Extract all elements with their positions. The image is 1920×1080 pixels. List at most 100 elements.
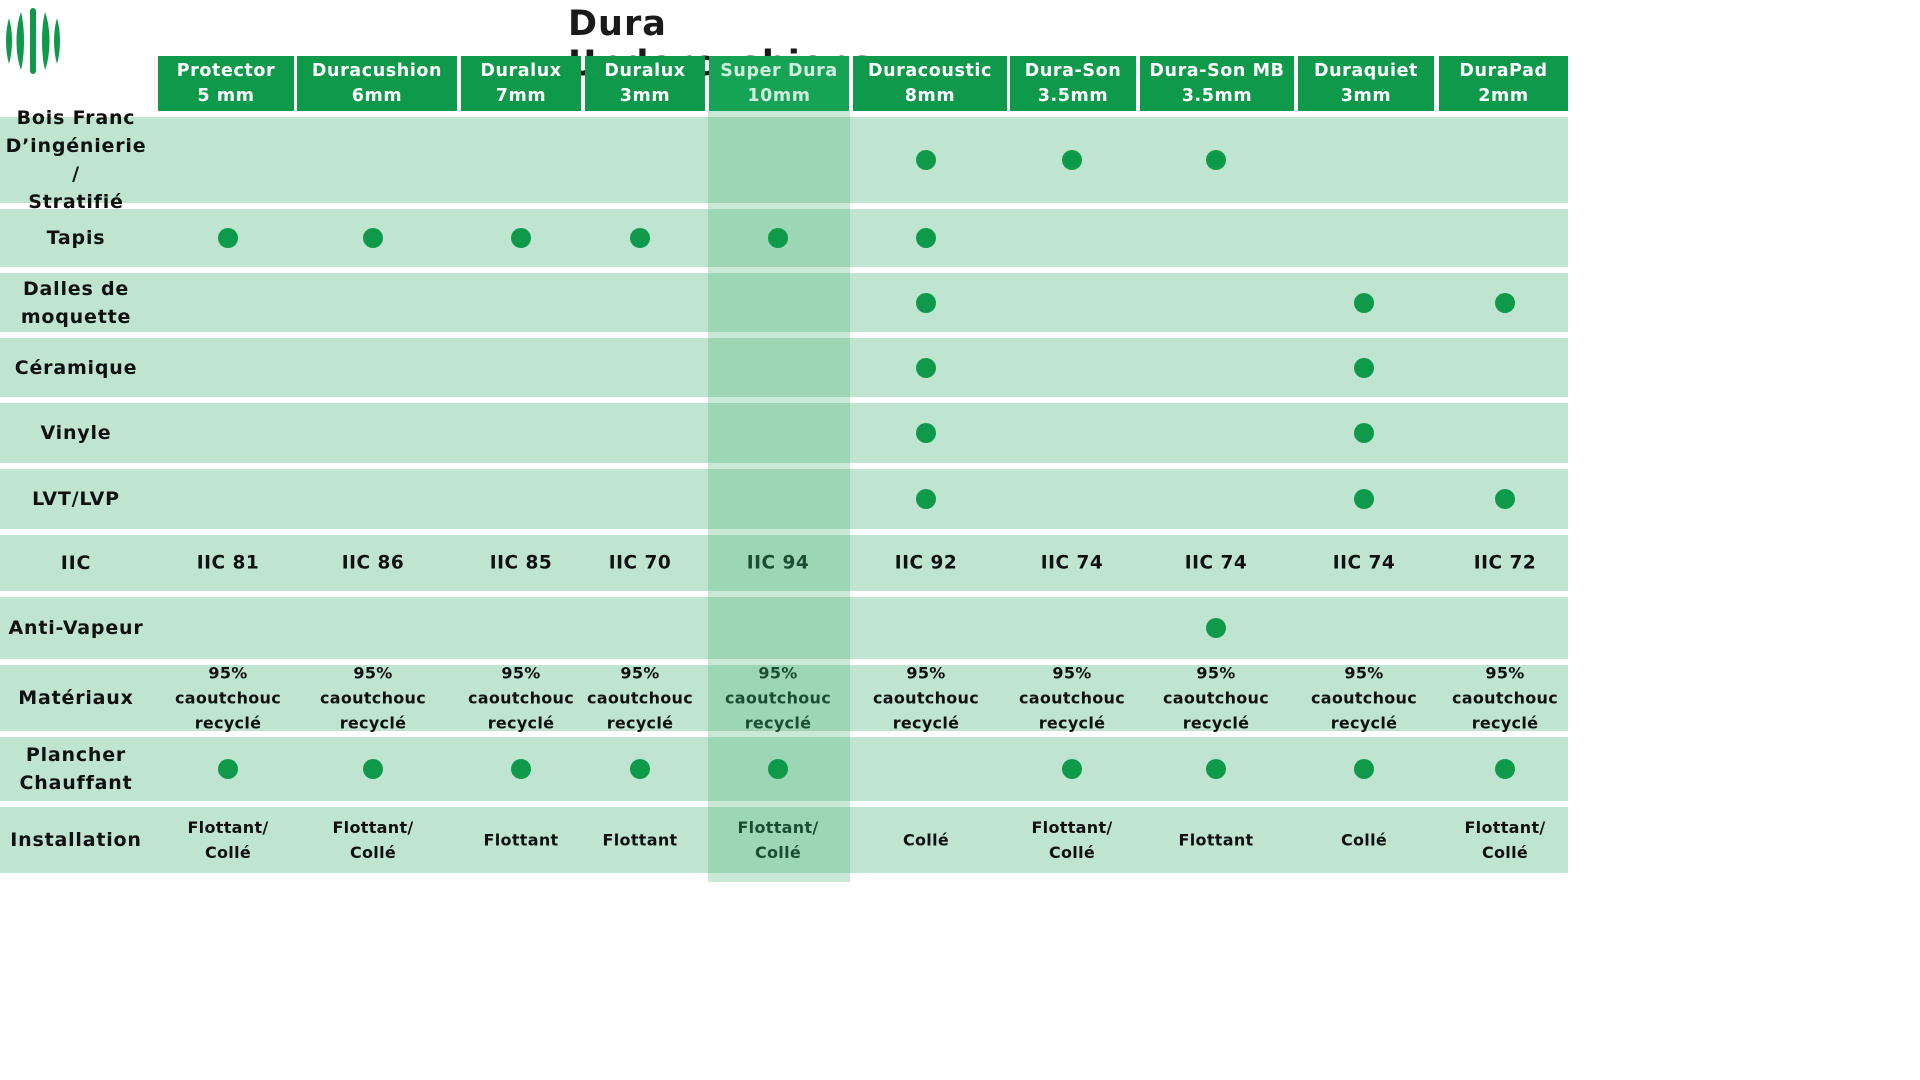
product-column-header: Duracushion 6mm — [297, 56, 457, 111]
checkmark-dot-icon — [768, 759, 788, 779]
cell-line: recyclé — [1471, 713, 1539, 733]
table-row — [0, 273, 1568, 332]
table-cell: Flottant/Collé — [332, 815, 413, 865]
checkmark-dot-icon — [1354, 423, 1374, 443]
checkmark-dot-icon — [916, 292, 936, 313]
cell-line: Flottant — [1178, 830, 1254, 850]
product-name: Duracoustic — [867, 60, 993, 81]
cell-line: Flottant/ — [332, 818, 414, 837]
table-row — [0, 665, 1568, 731]
table-cell: Collé — [1341, 828, 1387, 853]
cell-line: 95% — [758, 663, 798, 683]
cell-line: Collé — [754, 843, 802, 862]
row-label: Céramique — [0, 338, 152, 397]
row-label: Installation — [0, 807, 152, 873]
cell-line: caoutchouc — [724, 688, 832, 708]
row-label-line: Matériaux — [18, 687, 134, 709]
checkmark-dot-icon — [218, 228, 238, 248]
row-label-line: IIC — [60, 552, 92, 574]
product-thickness: 3mm — [619, 85, 671, 106]
row-label-line: Installation — [10, 829, 142, 851]
checkmark-dot-icon — [1495, 292, 1515, 313]
cell-line: recyclé — [487, 713, 555, 733]
checkmark-dot-icon — [768, 228, 788, 248]
row-label: Bois Franc D’ingénierie / Stratifié — [0, 107, 152, 213]
product-name: Dura-Son — [1024, 60, 1122, 81]
cell-line: caoutchouc — [319, 688, 427, 708]
row-label: Plancher Chauffant — [0, 737, 152, 801]
product-thickness: 7mm — [495, 85, 547, 106]
cell-line: 95% — [906, 663, 946, 683]
checkmark-dot-icon — [1062, 150, 1082, 170]
product-column-header: Super Dura 10mm — [709, 56, 849, 111]
cell-line: Collé — [349, 843, 397, 862]
cell-line: Flottant — [602, 830, 678, 850]
checkmark-dot-icon — [916, 150, 936, 170]
checkmark-dot-icon — [1354, 292, 1374, 313]
product-thickness: 3.5mm — [1181, 85, 1253, 106]
row-label-line: Chauffant — [19, 772, 133, 794]
table-cell: Collé — [903, 828, 949, 853]
cell-line: 95% — [1052, 663, 1092, 683]
cell-line: caoutchouc — [1162, 688, 1270, 708]
row-label: Vinyle — [0, 403, 152, 463]
table-row — [0, 597, 1568, 659]
checkmark-dot-icon — [218, 759, 238, 779]
table-row — [0, 535, 1568, 591]
iic-value: IIC 74 — [1184, 552, 1248, 574]
table-row — [0, 117, 1568, 203]
iic-value: IIC 92 — [894, 552, 958, 574]
checkmark-dot-icon — [363, 759, 383, 779]
iic-value: IIC 74 — [1332, 552, 1396, 574]
table-cell: 95% caoutchouc recyclé — [1452, 661, 1558, 736]
product-thickness: 10mm — [747, 85, 811, 106]
table-cell: 95% caoutchouc recyclé — [175, 661, 281, 736]
table-cell: Flottant/Collé — [187, 815, 268, 865]
cell-line: 95% — [1485, 663, 1525, 683]
iic-value: IIC 94 — [746, 552, 810, 574]
table-cell: 95% caoutchouc recyclé — [725, 661, 831, 736]
product-name: Duracushion — [311, 60, 443, 81]
row-label-line: Céramique — [14, 356, 138, 379]
iic-value: IIC 74 — [1040, 552, 1104, 574]
table-row — [0, 403, 1568, 463]
cell-line: 95% — [353, 663, 393, 683]
product-name: Dura-Son MB — [1149, 60, 1285, 81]
product-column-header: Duracoustic 8mm — [853, 56, 1007, 111]
row-label-line: moquette — [20, 305, 132, 328]
table-cell: 95% caoutchouc recyclé — [1019, 661, 1125, 736]
cell-line: recyclé — [744, 713, 812, 733]
product-column-header: Duralux 3mm — [585, 56, 705, 111]
row-label: LVT/LVP — [0, 469, 152, 529]
cell-line: 95% — [208, 663, 248, 683]
row-label-line: Plancher — [25, 744, 127, 766]
cell-line: recyclé — [1182, 713, 1250, 733]
product-thickness: 6mm — [351, 85, 403, 106]
product-column-header: Dura-Son MB 3.5mm — [1140, 56, 1294, 111]
table-row — [0, 338, 1568, 397]
table-cell: 95% caoutchouc recyclé — [873, 661, 979, 736]
cell-line: Collé — [1048, 843, 1096, 862]
row-label-line: Bois Franc — [16, 107, 136, 129]
row-label: Anti-Vapeur — [0, 597, 152, 659]
product-column-header: Duraquiet 3mm — [1298, 56, 1434, 111]
product-name: Duralux — [480, 60, 562, 81]
row-label-line: Stratifié — [28, 191, 124, 213]
table-row — [0, 469, 1568, 529]
row-label: IIC — [0, 535, 152, 591]
checkmark-dot-icon — [630, 228, 650, 248]
product-name: Super Dura — [720, 60, 838, 81]
cell-line: 95% — [1196, 663, 1236, 683]
row-label: Matériaux — [0, 665, 152, 731]
cell-line: recyclé — [606, 713, 674, 733]
iic-value: IIC 70 — [608, 552, 672, 574]
cell-line: Collé — [204, 843, 252, 862]
product-thickness: 5 mm — [197, 85, 255, 106]
checkmark-dot-icon — [916, 228, 936, 248]
row-label-line: Vinyle — [40, 422, 112, 444]
cell-line: caoutchouc — [174, 688, 282, 708]
product-name: DuraPad — [1459, 60, 1548, 81]
checkmark-dot-icon — [1062, 759, 1082, 779]
table-cell: Flottant — [484, 828, 559, 853]
cell-line: Collé — [902, 830, 950, 850]
